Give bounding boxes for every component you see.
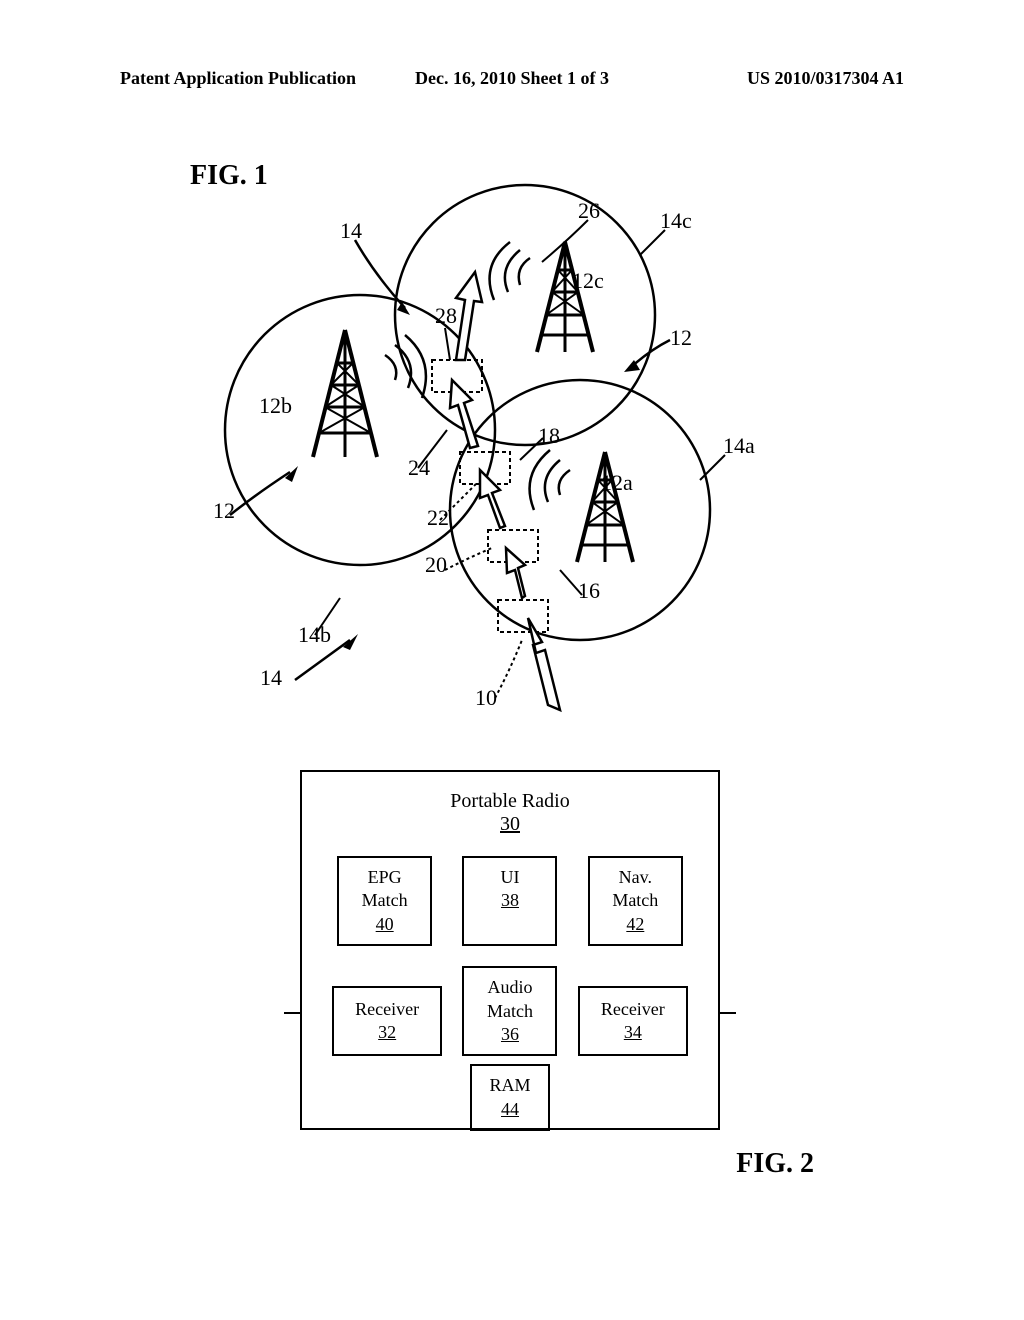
ui-label: UI (474, 866, 545, 889)
nav-match-ref: 42 (600, 913, 671, 936)
receiver-left-box: Receiver 32 (332, 986, 442, 1057)
audio-match-box: AudioMatch 36 (462, 966, 557, 1056)
header-center: Dec. 16, 2010 Sheet 1 of 3 (415, 68, 609, 89)
svg-text:26: 26 (578, 198, 600, 223)
fig2-row2: Receiver 32 AudioMatch 36 Receiver 34 (302, 966, 718, 1056)
epg-match-label: EPGMatch (349, 866, 420, 913)
fig2-title: Portable Radio (302, 790, 718, 813)
receiver-right-label: Receiver (590, 998, 676, 1021)
svg-text:10: 10 (475, 685, 497, 710)
epg-match-ref: 40 (349, 913, 420, 936)
svg-text:14b: 14b (298, 622, 331, 647)
audio-match-ref: 36 (474, 1023, 545, 1046)
svg-text:18: 18 (538, 423, 560, 448)
epg-match-box: EPGMatch 40 (337, 856, 432, 946)
svg-text:12c: 12c (572, 268, 604, 293)
fig1-diagram: 14 26 14c 28 12c 12 12b 18 14a 12a 24 12… (150, 150, 880, 770)
antenna-stub-left (284, 1012, 302, 1014)
antenna-stub-right (718, 1012, 736, 1014)
svg-text:24: 24 (408, 455, 430, 480)
svg-text:14a: 14a (723, 433, 755, 458)
ram-ref: 44 (482, 1098, 538, 1121)
receiver-right-box: Receiver 34 (578, 986, 688, 1057)
nav-match-box: Nav.Match 42 (588, 856, 683, 946)
svg-text:12: 12 (670, 325, 692, 350)
svg-text:14c: 14c (660, 208, 692, 233)
svg-text:20: 20 (425, 552, 447, 577)
fig2-title-ref: 30 (302, 813, 718, 836)
fig2-ram-row: RAM 44 (302, 1064, 718, 1131)
svg-text:12: 12 (213, 498, 235, 523)
fig2-row1: EPGMatch 40 UI 38 Nav.Match 42 (302, 856, 718, 946)
receiver-left-label: Receiver (344, 998, 430, 1021)
header-right: US 2010/0317304 A1 (747, 68, 904, 89)
ui-ref: 38 (474, 889, 545, 912)
receiver-left-ref: 32 (344, 1021, 430, 1044)
header-left: Patent Application Publication (120, 68, 356, 89)
audio-match-label: AudioMatch (474, 976, 545, 1023)
svg-text:12a: 12a (601, 470, 633, 495)
nav-match-label: Nav.Match (600, 866, 671, 913)
patent-header: Patent Application Publication Dec. 16, … (0, 68, 1024, 89)
fig2-label: FIG. 2 (736, 1148, 814, 1180)
svg-text:22: 22 (427, 505, 449, 530)
svg-text:14: 14 (260, 665, 282, 690)
svg-text:12b: 12b (259, 393, 292, 418)
svg-text:14: 14 (340, 218, 362, 243)
fig2-portable-radio: Portable Radio 30 EPGMatch 40 UI 38 Nav.… (300, 770, 720, 1130)
svg-text:16: 16 (578, 578, 600, 603)
ui-box: UI 38 (462, 856, 557, 946)
svg-text:28: 28 (435, 303, 457, 328)
ram-label: RAM (482, 1074, 538, 1097)
ram-box: RAM 44 (470, 1064, 550, 1131)
receiver-right-ref: 34 (590, 1021, 676, 1044)
